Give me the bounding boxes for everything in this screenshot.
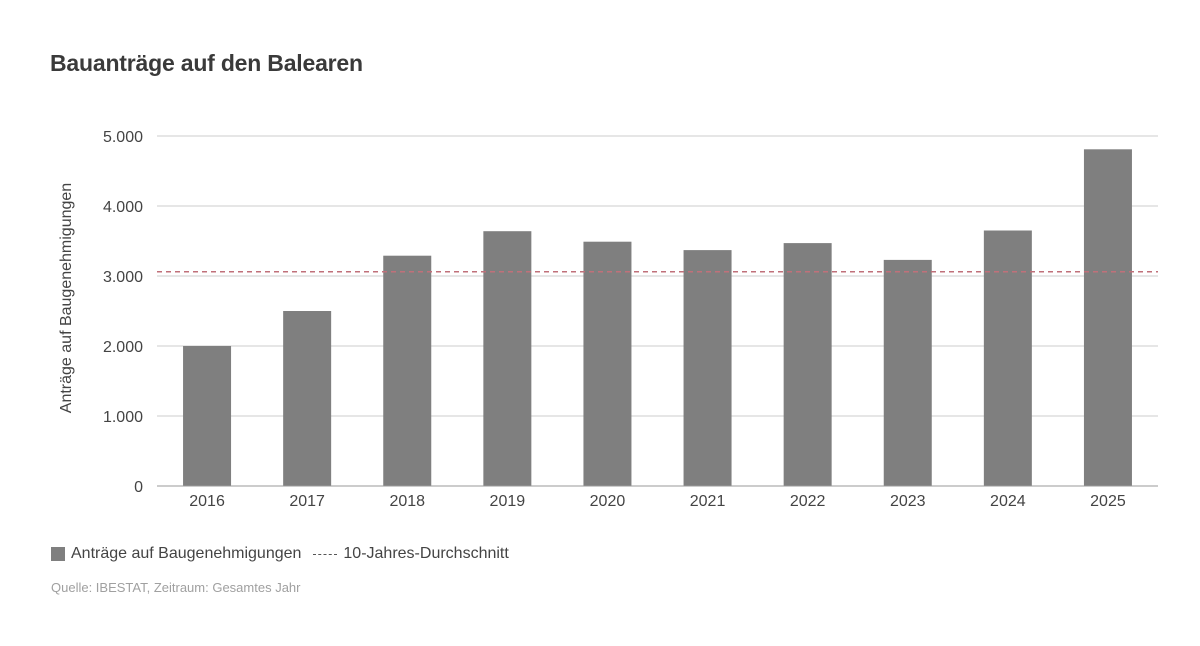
- x-tick-label: 2019: [490, 493, 526, 510]
- y-axis-label: Anträge auf Baugenehmigungen: [58, 183, 75, 413]
- bar: [683, 250, 732, 486]
- x-tick-label: 2017: [289, 493, 325, 510]
- bars: [183, 149, 1132, 487]
- legend-bar-swatch: [51, 547, 65, 561]
- y-tick-label: 4.000: [103, 199, 143, 216]
- x-tick-label: 2018: [389, 493, 425, 510]
- bar: [783, 243, 832, 486]
- bar: [983, 230, 1032, 486]
- legend-line-label: 10-Jahres-Durchschnitt: [343, 545, 509, 562]
- legend-dash-swatch: [313, 553, 338, 555]
- chart-title: Bauanträge auf den Balearen: [50, 50, 363, 76]
- y-tick-label: 2.000: [103, 339, 143, 356]
- bar: [483, 231, 532, 486]
- source-note: Quelle: IBESTAT, Zeitraum: Gesamtes Jahr: [51, 580, 301, 595]
- legend: Anträge auf Baugenehmigungen 10-Jahres-D…: [51, 545, 509, 563]
- bar: [583, 241, 632, 486]
- x-tick-label: 2016: [189, 493, 225, 510]
- x-tick-label: 2024: [990, 493, 1026, 510]
- y-tick-label: 3.000: [103, 269, 143, 286]
- x-tick-label: 2025: [1090, 493, 1126, 510]
- y-tick-label: 5.000: [103, 129, 143, 146]
- y-tick-label: 0: [134, 479, 143, 496]
- bar: [883, 259, 932, 486]
- bar: [183, 346, 232, 486]
- x-tick-label: 2020: [590, 493, 626, 510]
- bar: [1083, 149, 1132, 487]
- x-tick-label: 2021: [690, 493, 726, 510]
- bar: [383, 255, 432, 486]
- axes: 0 1.000 2.000 3.000 4.000 5.000 2016 2017 2018 20…: [103, 129, 1158, 510]
- x-tick-label: 2022: [790, 493, 826, 510]
- legend-bars-label: Anträge auf Baugenehmigungen: [71, 545, 302, 562]
- bar: [283, 311, 332, 486]
- x-tick-label: 2023: [890, 493, 926, 510]
- y-tick-label: 1.000: [103, 409, 143, 426]
